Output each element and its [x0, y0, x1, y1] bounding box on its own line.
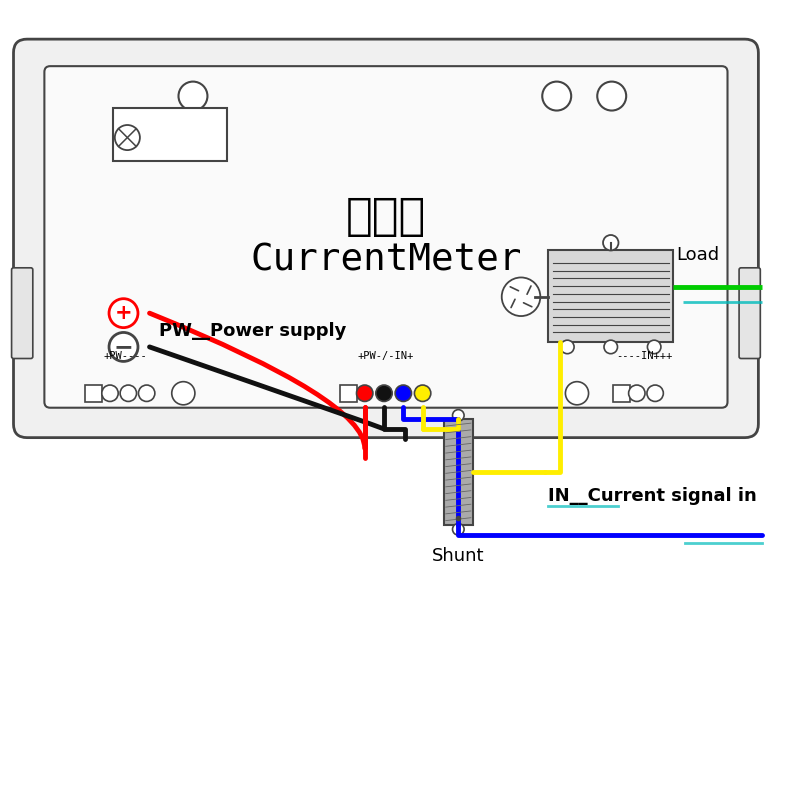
Circle shape	[502, 278, 540, 316]
FancyBboxPatch shape	[739, 268, 760, 358]
Circle shape	[138, 385, 155, 402]
Text: Shunt: Shunt	[432, 546, 485, 565]
Circle shape	[598, 82, 626, 110]
Bar	[340, 385, 357, 402]
FancyBboxPatch shape	[11, 268, 33, 358]
Circle shape	[542, 82, 571, 110]
Circle shape	[629, 385, 645, 402]
Text: PW__Power supply: PW__Power supply	[159, 322, 346, 339]
Circle shape	[453, 410, 464, 422]
Circle shape	[120, 385, 137, 402]
Text: +PW-/-IN+: +PW-/-IN+	[358, 351, 414, 362]
Text: −: −	[114, 335, 134, 359]
Text: IN__Current signal in: IN__Current signal in	[548, 487, 757, 506]
Circle shape	[102, 385, 118, 402]
Circle shape	[178, 82, 207, 110]
Text: +: +	[114, 303, 132, 323]
FancyBboxPatch shape	[44, 66, 727, 408]
Circle shape	[604, 340, 618, 354]
Text: 电流表: 电流表	[346, 195, 426, 238]
Circle shape	[414, 385, 431, 402]
Circle shape	[561, 340, 574, 354]
Circle shape	[647, 340, 661, 354]
Bar	[548, 250, 674, 342]
Circle shape	[453, 523, 464, 535]
Bar	[444, 419, 473, 526]
Circle shape	[566, 382, 589, 405]
Circle shape	[357, 385, 373, 402]
Text: CurrentMeter: CurrentMeter	[250, 242, 522, 278]
Circle shape	[603, 235, 618, 250]
Circle shape	[647, 385, 663, 402]
Circle shape	[376, 385, 392, 402]
Bar	[613, 385, 630, 402]
Bar	[113, 108, 226, 161]
Bar	[85, 385, 102, 402]
Circle shape	[172, 382, 195, 405]
Circle shape	[109, 298, 138, 328]
Circle shape	[109, 333, 138, 362]
Text: +PW----: +PW----	[103, 351, 147, 362]
Circle shape	[115, 125, 140, 150]
Text: Load: Load	[676, 246, 719, 264]
FancyBboxPatch shape	[14, 39, 758, 438]
Circle shape	[395, 385, 411, 402]
Text: ----IN+++: ----IN+++	[617, 351, 673, 362]
